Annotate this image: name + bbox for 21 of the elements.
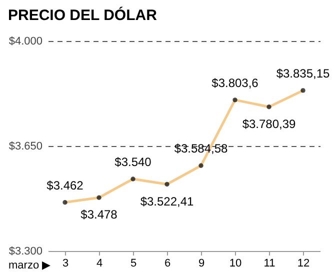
data-label: $3.835,15 [276, 66, 330, 80]
data-label: $3.803,6 [212, 76, 259, 90]
data-label: $3.462 [46, 178, 84, 192]
data-label: $3.478 [80, 208, 118, 222]
data-label: $3.522,41 [140, 194, 194, 208]
chart-title: PRECIO DEL DÓLAR [8, 6, 158, 24]
x-tick-label: 3 [62, 258, 69, 270]
y-tick-label: $3.650 [8, 140, 42, 152]
data-label: $3.540 [114, 155, 152, 169]
x-tick-label: 10 [229, 258, 242, 270]
x-tick-label: 4 [96, 258, 103, 270]
data-label: $3.780,39 [242, 116, 296, 131]
x-tick-label: 9 [198, 258, 205, 270]
x-axis-title: marzo ▶ [8, 260, 52, 272]
x-tick-label: 5 [130, 258, 137, 270]
data-label: $3.584,58 [174, 142, 228, 156]
x-tick-label: 11 [264, 258, 276, 270]
x-tick-label: 6 [164, 258, 171, 270]
y-tick-label: $3.300 [8, 246, 42, 258]
x-tick-label: 12 [297, 258, 310, 270]
y-tick-label: $4.000 [8, 36, 42, 48]
